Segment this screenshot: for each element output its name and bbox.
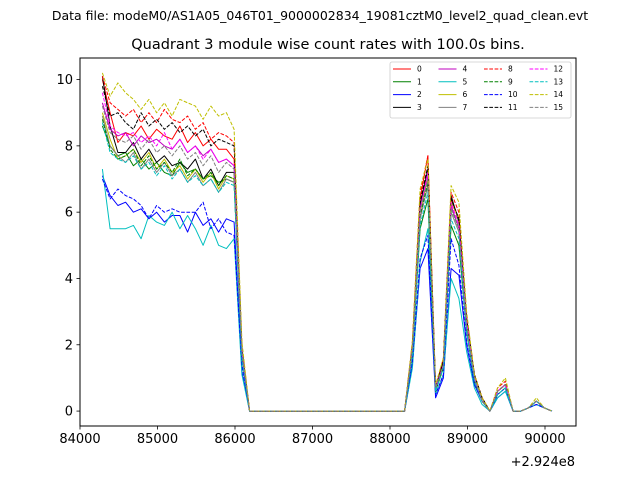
legend-label-7: 7 xyxy=(463,103,468,112)
legend-label-12: 12 xyxy=(554,65,564,74)
legend-label-5: 5 xyxy=(463,77,468,86)
y-tick-label: 8 xyxy=(65,139,73,154)
legend-label-14: 14 xyxy=(554,90,564,99)
figure-suptitle: Data file: modeM0/AS1A05_046T01_90000028… xyxy=(52,8,588,23)
y-tick-label: 4 xyxy=(65,272,73,287)
x-tick-label: 85000 xyxy=(137,432,178,447)
axes: 84000 85000 86000 87000 88000 89000 90000 0 2 4 6 8… xyxy=(56,57,577,447)
legend-label-8: 8 xyxy=(508,65,513,74)
x-tick-label: 84000 xyxy=(59,432,100,447)
legend-label-9: 9 xyxy=(508,77,513,86)
y-tick-label: 0 xyxy=(65,405,73,420)
x-tick-label: 88000 xyxy=(369,432,410,447)
legend-label-13: 13 xyxy=(554,77,564,86)
y-tick-label: 10 xyxy=(56,73,73,88)
y-tick-label: 2 xyxy=(65,338,73,353)
x-tick-label: 87000 xyxy=(292,432,333,447)
legend-box xyxy=(389,61,572,119)
legend-label-0: 0 xyxy=(417,65,422,74)
legend-label-3: 3 xyxy=(417,103,422,112)
legend-label-6: 6 xyxy=(463,90,468,99)
x-tick-label: 86000 xyxy=(214,432,255,447)
legend-label-11: 11 xyxy=(508,103,518,112)
y-tick-label: 6 xyxy=(65,206,73,221)
x-axis-offset-label: +2.924e8 xyxy=(511,455,575,470)
legend-label-1: 1 xyxy=(417,77,422,86)
x-tick-label: 89000 xyxy=(447,432,488,447)
legend-label-2: 2 xyxy=(417,90,422,99)
legend-label-10: 10 xyxy=(508,90,518,99)
legend-label-15: 15 xyxy=(554,103,564,112)
series-line-14 xyxy=(101,72,553,412)
chart-title: Quadrant 3 module wise count rates with … xyxy=(131,37,525,53)
legend-label-4: 4 xyxy=(463,65,468,74)
x-tick-label: 90000 xyxy=(524,432,565,447)
series-layer xyxy=(101,72,553,412)
series-line-9 xyxy=(101,119,553,412)
plot-frame xyxy=(79,57,577,427)
